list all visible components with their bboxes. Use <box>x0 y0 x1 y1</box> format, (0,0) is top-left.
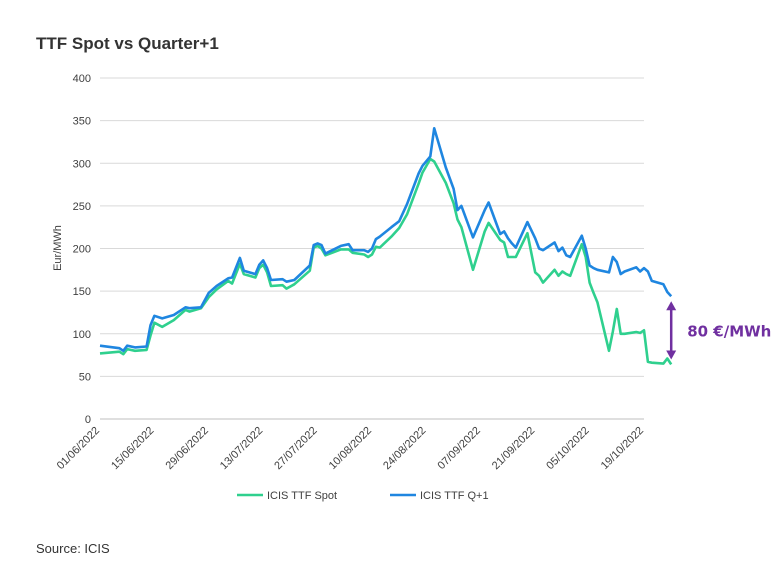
y-tick-label: 150 <box>73 286 91 298</box>
chart-title: TTF Spot vs Quarter+1 <box>36 34 219 53</box>
series-line-q1 <box>99 127 673 353</box>
x-tick-label: 10/08/2022 <box>327 425 374 472</box>
legend-label-q1: ICIS TTF Q+1 <box>420 490 489 502</box>
x-tick-label: 21/09/2022 <box>490 425 537 472</box>
series-line-spot <box>99 157 673 366</box>
annotation: 80 €/MWh <box>666 301 771 360</box>
y-tick-label: 50 <box>79 371 91 383</box>
x-tick-label: 27/07/2022 <box>272 425 319 472</box>
y-tick-label: 350 <box>73 116 91 128</box>
source-note: Source: ICIS <box>36 541 110 556</box>
y-axis-label: Eur/MWh <box>52 225 64 271</box>
annotation-label: 80 €/MWh <box>687 322 771 340</box>
y-tick-label: 100 <box>73 329 91 341</box>
y-tick-label: 200 <box>73 244 91 256</box>
y-tick-label: 300 <box>73 158 91 170</box>
x-tick-label: 29/06/2022 <box>164 425 211 472</box>
annotation-arrowhead-down <box>666 350 677 360</box>
x-tick-label: 13/07/2022 <box>218 425 265 472</box>
x-tick-label: 24/08/2022 <box>381 425 428 472</box>
y-tick-label: 250 <box>73 201 91 213</box>
x-tick-label: 01/06/2022 <box>55 425 102 472</box>
x-tick-label: 05/10/2022 <box>544 425 591 472</box>
legend-label-spot: ICIS TTF Spot <box>267 490 337 502</box>
y-tick-label: 400 <box>73 73 91 85</box>
x-tick-label: 15/06/2022 <box>109 425 156 472</box>
x-tick-label: 19/10/2022 <box>599 425 646 472</box>
legend: ICIS TTF Spot ICIS TTF Q+1 <box>237 490 489 502</box>
series-layer <box>99 127 673 366</box>
annotation-arrowhead-up <box>666 301 677 311</box>
x-tick-label: 07/09/2022 <box>436 425 483 472</box>
y-tick-label: 0 <box>85 414 91 426</box>
